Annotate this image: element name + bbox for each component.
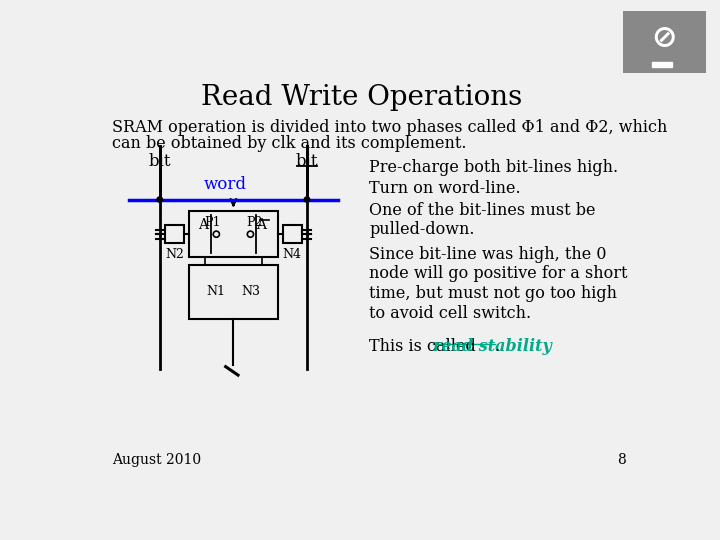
Text: word: word (204, 177, 247, 193)
Circle shape (157, 197, 163, 202)
Text: SRAM operation is divided into two phases called Φ1 and Φ2, which: SRAM operation is divided into two phase… (112, 119, 667, 136)
Text: One of the bit-lines must be
pulled-down.: One of the bit-lines must be pulled-down… (369, 202, 595, 239)
Circle shape (305, 197, 310, 202)
Text: bit: bit (296, 153, 318, 170)
Text: N4: N4 (283, 248, 302, 261)
Text: 8: 8 (618, 453, 626, 467)
Bar (189, 265, 277, 319)
Text: N1: N1 (207, 286, 226, 299)
Text: P2: P2 (246, 215, 263, 229)
Text: This is called: This is called (369, 338, 481, 355)
Text: Since bit-line was high, the 0
node will go positive for a short
time, but must : Since bit-line was high, the 0 node will… (369, 246, 628, 321)
Text: Pre-charge both bit-lines high.: Pre-charge both bit-lines high. (369, 159, 618, 176)
Text: can be obtained by clk and its complement.: can be obtained by clk and its complemen… (112, 135, 467, 152)
Text: read stability: read stability (433, 338, 552, 355)
Text: N2: N2 (165, 248, 184, 261)
Bar (283, 225, 302, 244)
Text: Turn on word-line.: Turn on word-line. (369, 180, 521, 197)
Text: P1: P1 (204, 215, 221, 229)
Text: N3: N3 (241, 286, 260, 299)
Text: Read Write Operations: Read Write Operations (201, 84, 522, 111)
Text: August 2010: August 2010 (112, 453, 201, 467)
Text: A: A (198, 218, 208, 232)
Text: bit: bit (148, 153, 171, 170)
Bar (652, 62, 672, 66)
Bar (189, 211, 277, 257)
Text: A: A (256, 218, 266, 232)
Text: ⊘: ⊘ (652, 24, 677, 53)
Text: .: . (495, 338, 500, 355)
Bar (165, 225, 184, 244)
